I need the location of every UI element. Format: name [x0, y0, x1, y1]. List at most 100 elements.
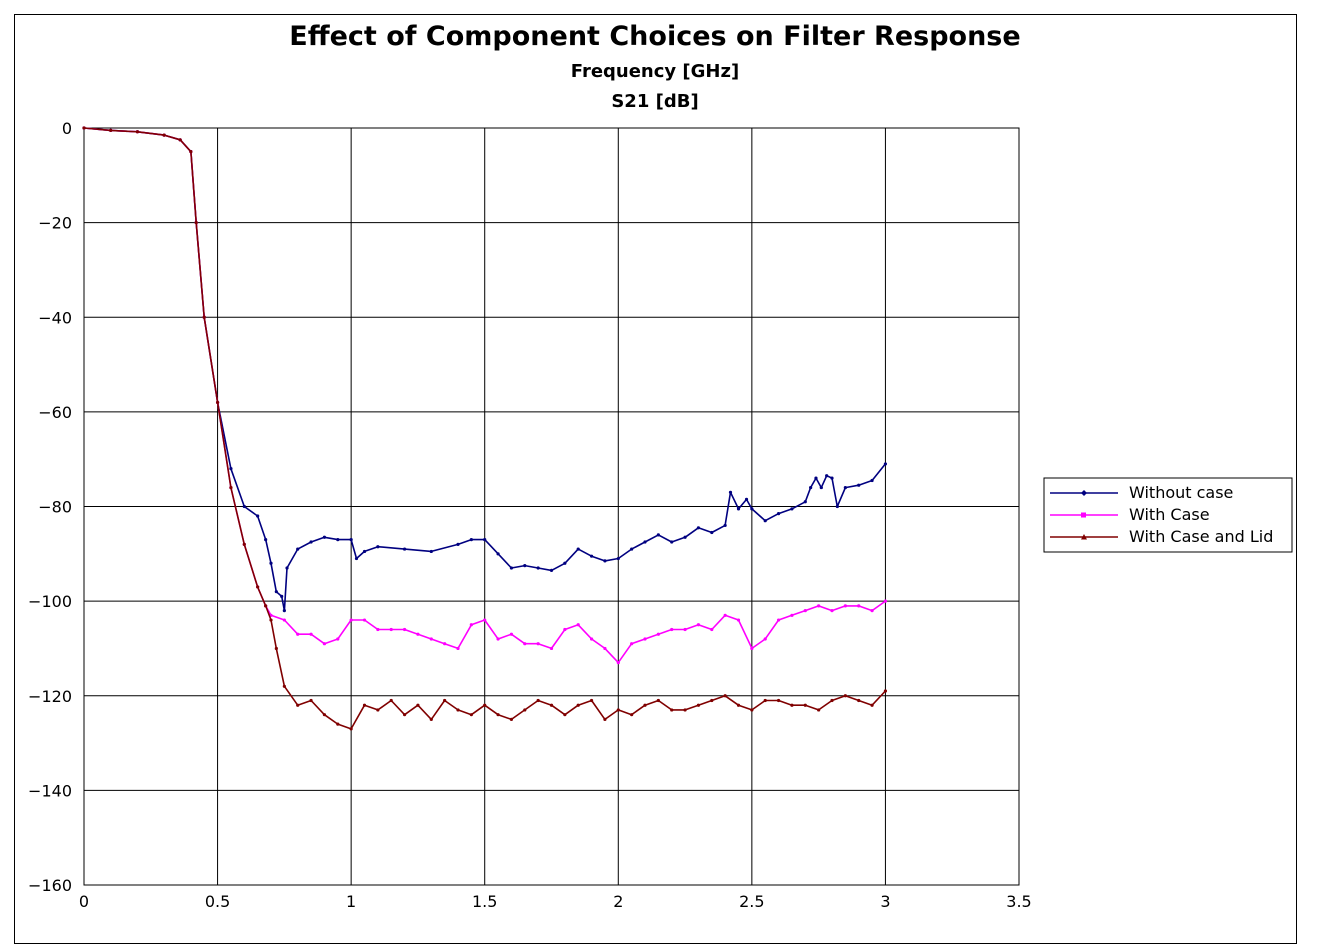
data-point-with-case	[483, 618, 487, 622]
data-point-with-case	[536, 642, 540, 646]
x-tick-label: 2.5	[739, 892, 764, 911]
data-point-with-case-and-lid	[549, 703, 554, 707]
data-point-without-case	[362, 549, 367, 554]
data-point-without-case	[285, 566, 289, 570]
data-point-with-case-and-lid	[496, 713, 500, 717]
x-tick-label: 0.5	[205, 892, 230, 911]
data-point-without-case	[835, 504, 839, 509]
data-point-with-case-and-lid	[215, 400, 220, 405]
data-point-with-case-and-lid	[696, 703, 701, 707]
data-point-with-case	[443, 642, 447, 646]
data-point-without-case	[776, 511, 781, 516]
data-point-with-case	[496, 637, 500, 641]
data-point-with-case-and-lid	[656, 698, 660, 703]
legend-label: Without case	[1129, 483, 1233, 502]
data-point-with-case	[376, 627, 380, 632]
data-point-without-case	[683, 535, 687, 539]
data-point-without-case	[549, 568, 554, 572]
data-point-with-case-and-lid	[82, 126, 86, 130]
data-point-with-case-and-lid	[189, 150, 193, 154]
data-point-without-case	[274, 590, 278, 594]
data-point-with-case-and-lid	[194, 221, 198, 225]
data-point-with-case-and-lid	[322, 713, 327, 717]
data-point-with-case-and-lid	[736, 703, 741, 707]
data-point-with-case-and-lid	[469, 713, 473, 717]
data-point-with-case-and-lid	[589, 698, 594, 703]
data-point-without-case	[830, 476, 834, 480]
series-layer	[82, 126, 888, 731]
y-tick-label: −40	[38, 308, 72, 327]
data-point-with-case-and-lid	[242, 542, 246, 546]
data-point-with-case	[710, 627, 714, 632]
data-point-with-case	[830, 608, 834, 613]
data-point-with-case	[549, 646, 554, 651]
data-point-without-case	[336, 538, 340, 542]
legend-item-with-case: With Case	[1050, 505, 1210, 524]
data-point-with-case	[843, 604, 847, 608]
data-point-without-case	[857, 483, 861, 487]
data-point-with-case	[362, 618, 367, 622]
data-point-with-case	[296, 632, 300, 636]
x-tick-label: 0	[79, 892, 89, 911]
data-point-without-case	[790, 507, 794, 511]
y-axis-tick-labels: 0 −20 −40 −60 −80 −100 −120 −140 −160	[28, 119, 72, 895]
y-tick-label: −80	[38, 498, 72, 517]
data-point-without-case	[496, 552, 500, 556]
data-point-without-case	[616, 556, 620, 561]
data-point-without-case	[536, 566, 540, 570]
data-point-with-case	[630, 642, 634, 646]
data-point-with-case-and-lid	[723, 694, 727, 698]
data-point-with-case	[523, 642, 527, 646]
data-point-without-case	[723, 523, 727, 528]
data-point-with-case-and-lid	[803, 703, 807, 707]
data-point-without-case	[322, 535, 327, 539]
x-tick-label: 3.5	[1006, 892, 1031, 911]
data-point-with-case	[576, 623, 580, 627]
data-point-with-case	[763, 637, 767, 641]
data-point-with-case-and-lid	[362, 703, 367, 707]
data-point-with-case	[563, 627, 567, 632]
legend-item-with-case-and-lid: With Case and Lid	[1050, 527, 1273, 546]
data-point-without-case	[483, 538, 487, 542]
data-point-without-case	[229, 467, 233, 471]
legend-label: With Case and Lid	[1129, 527, 1273, 546]
data-point-with-case-and-lid	[178, 138, 182, 142]
data-point-without-case	[809, 485, 813, 490]
y-tick-label: −60	[38, 403, 72, 422]
data-point-with-case-and-lid	[616, 708, 620, 712]
data-point-with-case-and-lid	[443, 698, 447, 703]
data-point-with-case-and-lid	[202, 315, 206, 319]
data-point-with-case-and-lid	[817, 708, 821, 712]
data-point-without-case	[523, 564, 527, 568]
data-point-with-case	[589, 637, 594, 641]
data-point-with-case-and-lid	[229, 485, 233, 490]
data-point-without-case	[402, 547, 407, 551]
data-point-with-case-and-lid	[336, 722, 340, 726]
data-point-with-case-and-lid	[509, 717, 514, 722]
data-point-without-case	[696, 526, 701, 530]
data-point-with-case	[790, 613, 794, 617]
data-point-with-case-and-lid	[576, 703, 580, 707]
data-point-with-case-and-lid	[643, 703, 647, 707]
data-point-with-case	[736, 618, 741, 622]
data-point-with-case	[282, 618, 286, 622]
data-point-with-case-and-lid	[389, 698, 393, 703]
data-point-without-case	[710, 530, 714, 535]
data-point-with-case-and-lid	[630, 713, 634, 717]
legend-label: With Case	[1129, 505, 1210, 524]
data-point-with-case-and-lid	[309, 698, 313, 703]
data-point-with-case-and-lid	[870, 703, 874, 707]
x-tick-label: 3	[880, 892, 890, 911]
data-point-with-case-and-lid	[162, 133, 166, 137]
data-point-with-case	[509, 632, 514, 636]
chart-subtitle-frequency: Frequency [GHz]	[571, 61, 739, 82]
data-point-with-case	[616, 661, 620, 665]
data-point-with-case	[776, 618, 781, 622]
data-point-without-case	[883, 462, 888, 466]
data-point-without-case	[603, 559, 607, 563]
data-point-without-case	[643, 540, 647, 544]
data-point-with-case	[803, 608, 807, 613]
data-point-with-case	[656, 632, 660, 636]
legend: Without case With Case With Case and Lid	[1043, 477, 1293, 553]
data-point-with-case	[416, 632, 420, 636]
